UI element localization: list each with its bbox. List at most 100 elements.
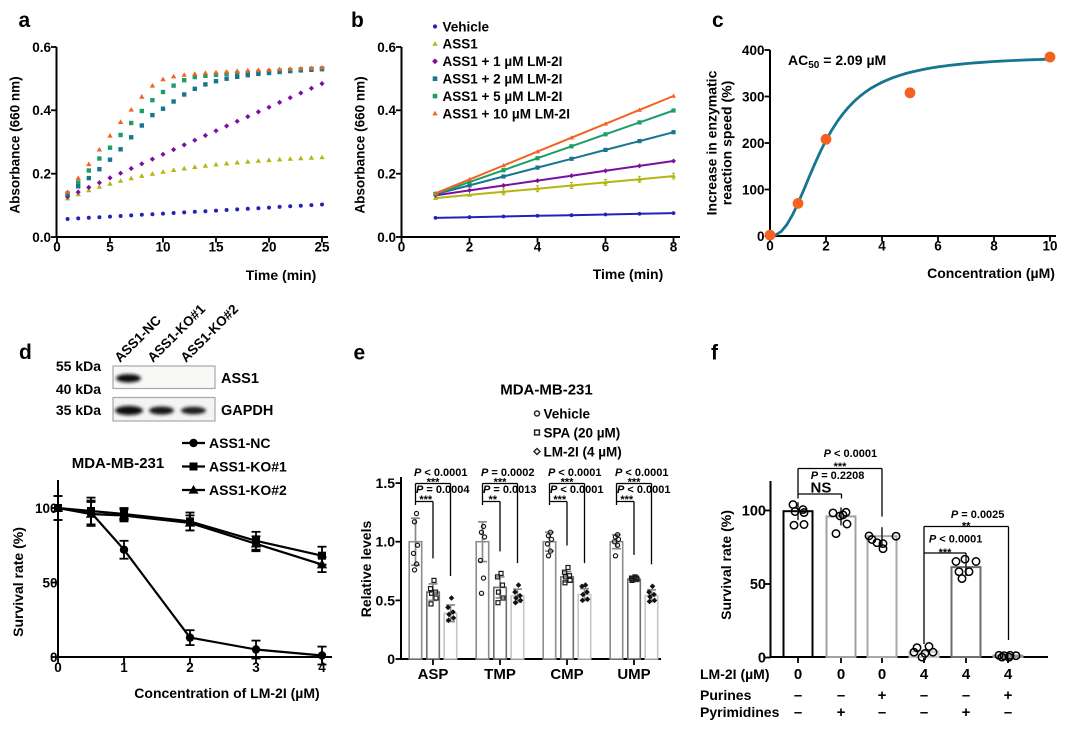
svg-text:+: + [1004,687,1013,704]
svg-text:400: 400 [742,43,765,58]
svg-text:Time (min): Time (min) [593,266,664,282]
svg-text:Absorbance (660 nm): Absorbance (660 nm) [8,76,23,213]
svg-text:6: 6 [934,239,942,254]
svg-text:–: – [837,687,845,704]
svg-text:20: 20 [261,240,276,255]
svg-text:c: c [712,9,724,32]
svg-text:50: 50 [750,577,766,593]
svg-text:***: *** [620,494,634,506]
svg-text:P < 0.0001: P < 0.0001 [929,534,983,546]
svg-text:+: + [837,704,846,721]
svg-text:6: 6 [602,240,610,255]
svg-text:**: ** [489,494,498,506]
svg-text:35 kDa: 35 kDa [56,402,101,418]
svg-text:GAPDH: GAPDH [221,403,273,419]
svg-text:P = 0.0002: P = 0.0002 [481,467,535,479]
svg-text:0.6: 0.6 [377,40,396,55]
svg-text:***: *** [553,494,567,506]
svg-text:300: 300 [742,89,765,104]
svg-text:P < 0.0001: P < 0.0001 [824,448,878,460]
svg-text:UMP: UMP [617,666,650,683]
svg-text:***: *** [427,477,441,489]
svg-text:8: 8 [990,239,998,254]
svg-text:3: 3 [252,660,260,675]
svg-text:55 kDa: 55 kDa [56,358,101,374]
svg-text:10: 10 [1042,239,1057,254]
svg-text:Vehicle: Vehicle [544,407,591,422]
svg-text:ASS1-NC: ASS1-NC [209,435,270,451]
svg-text:0: 0 [387,651,395,667]
svg-text:1.0: 1.0 [376,534,396,550]
svg-text:ASS1-KO#1: ASS1-KO#1 [209,459,287,475]
svg-text:0.2: 0.2 [377,167,396,182]
svg-text:ASS1 + 2 µM LM-2I: ASS1 + 2 µM LM-2I [443,72,563,87]
svg-text:200: 200 [742,136,765,151]
svg-text:0: 0 [54,660,62,675]
svg-text:100: 100 [742,182,765,197]
svg-text:ASS1 + 1 µM LM-2I: ASS1 + 1 µM LM-2I [443,54,563,69]
svg-text:ASS1 + 10 µM LM-2I: ASS1 + 10 µM LM-2I [443,106,570,121]
svg-text:–: – [1004,704,1012,721]
svg-text:b: b [351,9,364,32]
svg-text:100: 100 [35,501,58,516]
svg-text:Pyrimidines: Pyrimidines [700,704,780,720]
svg-text:8: 8 [670,240,678,255]
svg-text:NS: NS [811,480,832,497]
svg-text:reaction speed (%): reaction speed (%) [719,81,735,205]
svg-text:–: – [794,687,802,704]
svg-text:P = 0.0004: P = 0.0004 [416,484,470,496]
svg-text:f: f [711,342,719,365]
svg-text:10: 10 [155,240,170,255]
svg-text:SPA (20 µM): SPA (20 µM) [544,426,621,441]
svg-text:25: 25 [314,240,330,255]
svg-text:Survival rate (%): Survival rate (%) [718,510,734,620]
svg-text:0: 0 [50,650,58,665]
svg-text:a: a [19,9,31,32]
svg-text:0: 0 [794,666,802,683]
svg-text:0.2: 0.2 [32,167,51,182]
svg-text:Concentration of LM-2I (µM): Concentration of LM-2I (µM) [134,685,319,701]
svg-text:4: 4 [962,666,971,683]
svg-text:15: 15 [208,240,224,255]
svg-text:MDA-MB-231: MDA-MB-231 [500,382,593,399]
svg-text:1.5: 1.5 [376,475,396,491]
svg-text:P < 0.0001: P < 0.0001 [548,467,602,479]
svg-text:–: – [920,687,928,704]
svg-text:Absorbance (660 nm): Absorbance (660 nm) [353,76,368,213]
svg-text:ASS1: ASS1 [443,37,479,52]
svg-text:ASP: ASP [418,666,449,683]
svg-text:P = 0.2208: P = 0.2208 [811,470,865,482]
svg-text:ASS1 + 5 µM LM-2I: ASS1 + 5 µM LM-2I [443,89,563,104]
svg-text:0.5: 0.5 [376,592,396,608]
svg-text:0: 0 [53,240,61,255]
svg-text:TMP: TMP [484,666,516,683]
svg-text:Time (min): Time (min) [246,267,317,283]
svg-text:0: 0 [766,239,774,254]
svg-text:+: + [878,687,887,704]
svg-text:+: + [962,704,971,721]
svg-text:0: 0 [837,666,845,683]
svg-text:Purines: Purines [700,687,752,703]
svg-text:P < 0.0001: P < 0.0001 [615,467,669,479]
svg-text:2: 2 [466,240,474,255]
svg-text:Increase in enzymatic: Increase in enzymatic [704,70,720,215]
svg-text:4: 4 [920,666,929,683]
svg-text:MDA-MB-231: MDA-MB-231 [72,455,165,472]
svg-text:ASS1: ASS1 [221,371,259,387]
svg-text:Vehicle: Vehicle [443,19,490,34]
svg-text:4: 4 [1004,666,1013,683]
svg-text:–: – [794,704,802,721]
svg-text:5: 5 [106,240,114,255]
svg-text:0: 0 [878,666,886,683]
svg-text:4: 4 [318,660,326,675]
svg-text:40 kDa: 40 kDa [56,381,101,397]
svg-text:100: 100 [742,504,766,520]
svg-text:CMP: CMP [550,666,583,683]
svg-text:4: 4 [534,240,542,255]
svg-text:P = 0.0013: P = 0.0013 [483,484,537,496]
svg-text:1: 1 [120,660,128,675]
svg-text:–: – [920,704,928,721]
svg-text:0: 0 [757,229,765,244]
svg-text:–: – [962,687,970,704]
svg-text:P < 0.0001: P < 0.0001 [550,484,604,496]
